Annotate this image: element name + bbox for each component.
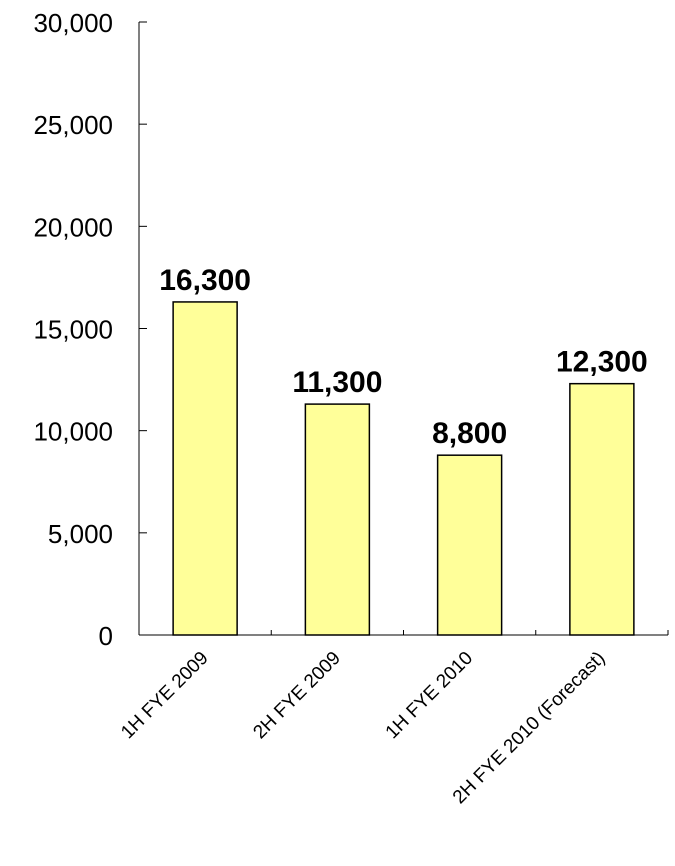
bar: [172, 301, 238, 636]
y-axis: 0 5,000 10,000 15,000 20,000 25,000 30,000: [33, 8, 147, 651]
y-tick-label: 15,000: [33, 315, 113, 345]
y-tick-label: 10,000: [33, 417, 113, 447]
data-label: 8,800: [432, 417, 507, 450]
y-tick-label: 25,000: [33, 110, 113, 140]
bar: [569, 382, 635, 636]
bar: [436, 454, 503, 636]
category-label: 1H FYE 2009: [117, 648, 213, 744]
y-tick-label: 5,000: [48, 519, 113, 549]
data-label: 12,300: [556, 346, 648, 379]
y-tick-label: 30,000: [33, 8, 113, 38]
data-label: 16,300: [159, 264, 251, 297]
y-tick-label: 20,000: [33, 212, 113, 242]
data-labels: 16,300 11,300 8,800 12,300: [159, 264, 648, 450]
category-label: 2H FYE 2010 (Forecast): [449, 648, 609, 808]
bars: [172, 301, 635, 636]
bar: [304, 403, 371, 636]
y-tick-label: 0: [99, 621, 113, 651]
category-label: 2H FYE 2009: [249, 648, 345, 744]
category-label: 1H FYE 2010: [382, 648, 478, 744]
data-label: 11,300: [292, 366, 382, 399]
